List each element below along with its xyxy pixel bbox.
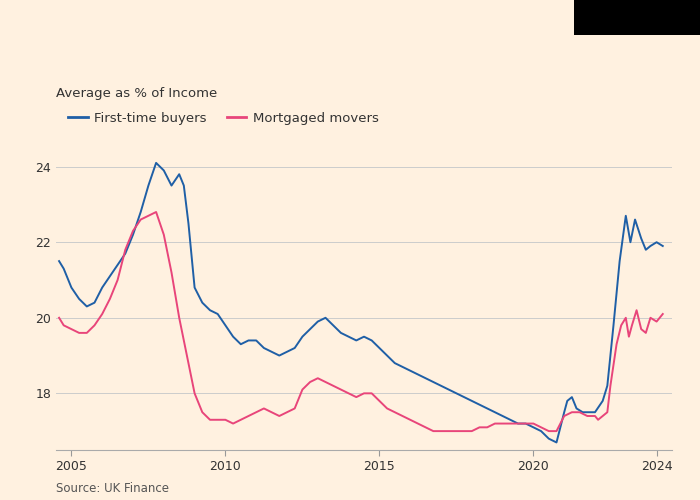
First-time buyers xyxy=(560,409,568,415)
Mortgaged movers xyxy=(659,311,667,317)
First-time buyers xyxy=(67,284,76,290)
First-time buyers xyxy=(598,398,607,404)
First-time buyers xyxy=(55,258,63,264)
First-time buyers xyxy=(659,243,667,249)
Text: Average as % of Income: Average as % of Income xyxy=(56,87,217,100)
First-time buyers xyxy=(152,160,160,166)
Mortgaged movers xyxy=(55,315,63,321)
Mortgaged movers xyxy=(152,209,160,215)
First-time buyers xyxy=(83,304,91,310)
Mortgaged movers xyxy=(121,247,130,253)
Mortgaged movers xyxy=(83,330,91,336)
Mortgaged movers xyxy=(67,326,76,332)
Legend: First-time buyers, Mortgaged movers: First-time buyers, Mortgaged movers xyxy=(62,106,384,130)
Mortgaged movers xyxy=(429,428,438,434)
Text: Source: UK Finance: Source: UK Finance xyxy=(56,482,169,495)
First-time buyers xyxy=(368,338,376,344)
First-time buyers xyxy=(121,250,130,256)
Mortgaged movers xyxy=(375,398,384,404)
Mortgaged movers xyxy=(606,383,615,389)
First-time buyers xyxy=(552,440,561,446)
Line: Mortgaged movers: Mortgaged movers xyxy=(59,212,663,431)
Mortgaged movers xyxy=(568,409,576,415)
Line: First-time buyers: First-time buyers xyxy=(59,163,663,442)
